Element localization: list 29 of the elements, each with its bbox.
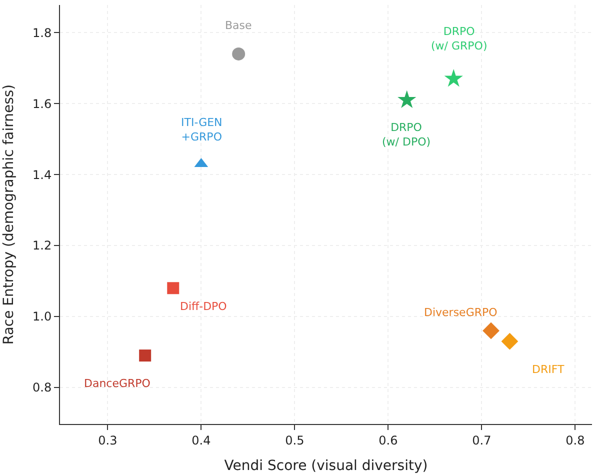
text: ITI-GEN +GRPO [181,116,222,144]
text: DRIFT [532,363,564,376]
x-tick-label: 0.5 [285,433,304,448]
x-tick-label: 0.8 [566,433,585,448]
point [444,69,463,87]
point [167,282,180,294]
y-tick-label: 1.2 [32,238,52,253]
text: DRPO (w/ DPO) [382,121,431,148]
point [501,332,518,350]
series-label: DiverseGRPO [424,306,498,319]
x-tick-label: 0.6 [378,433,398,448]
x-tick-label: 0.4 [192,433,211,448]
y-tick-label: 1.6 [32,96,52,111]
point [232,47,246,60]
point [139,350,152,362]
y-tick-label: 1.8 [32,26,52,40]
y-axis-title: Race Entropy (demographic fairness) [1,84,18,345]
point [398,90,416,108]
y-tick-label: 1.4 [32,168,52,182]
series-label: DanceGRPO [84,377,151,390]
x-axis-title: Vendi Score (visual diversity) [224,458,428,474]
x-tick-label: 0.7 [472,433,492,448]
point [482,322,500,340]
series-label: Diff-DPO [180,300,228,313]
text: DRPO (w/ GRPO) [431,25,488,52]
y-tick-label: 0.8 [32,380,52,395]
x-tick-label: 0.3 [98,433,118,448]
series-label: Base [225,19,252,32]
y-tick-label: 1.0 [32,310,52,324]
